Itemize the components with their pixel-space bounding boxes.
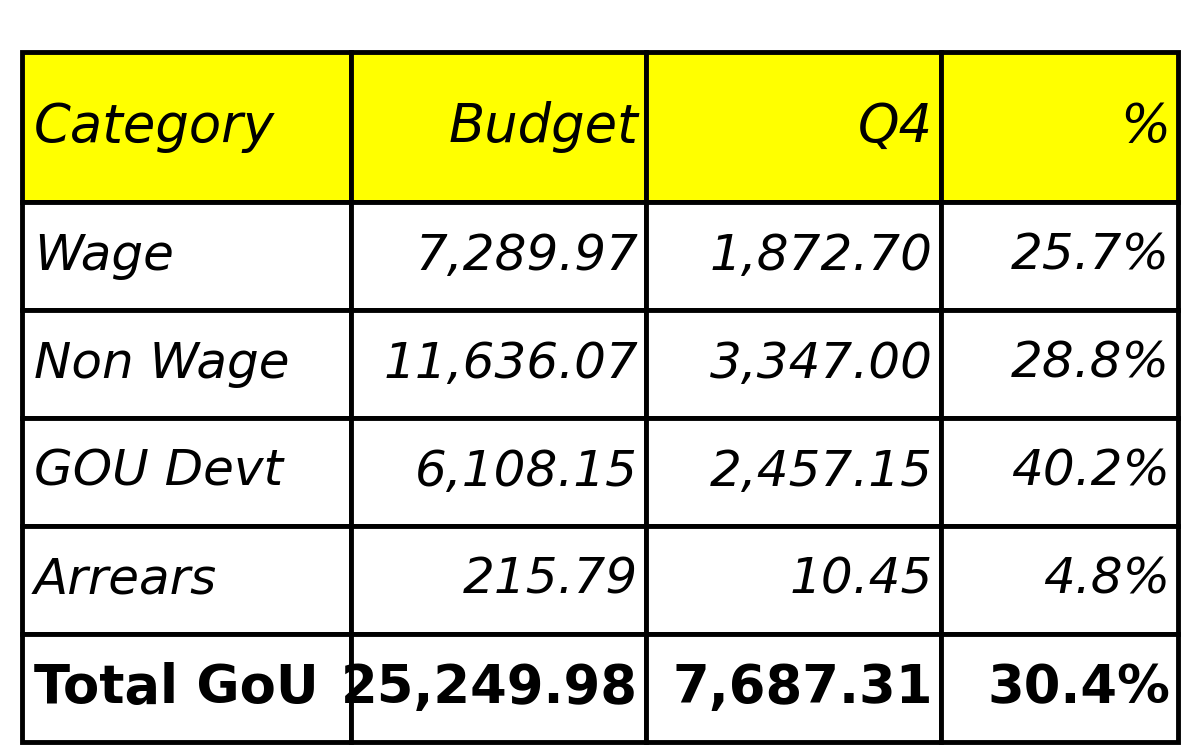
Text: 3,347.00: 3,347.00 [710, 340, 934, 388]
Bar [941, 418, 1178, 526]
Text: 28.8%: 28.8% [1010, 340, 1170, 388]
Bar [647, 310, 941, 418]
Text: Total GoU: Total GoU [34, 662, 319, 714]
Bar [352, 526, 647, 634]
Text: Q4: Q4 [858, 101, 934, 153]
Bar [941, 526, 1178, 634]
Text: 10.45: 10.45 [790, 556, 934, 604]
Bar [22, 310, 352, 418]
Text: Non Wage: Non Wage [34, 340, 289, 388]
Text: 2,457.15: 2,457.15 [710, 448, 934, 496]
Bar [647, 52, 941, 202]
Bar [647, 418, 941, 526]
Text: 11,636.07: 11,636.07 [383, 340, 638, 388]
Text: Wage: Wage [34, 232, 174, 280]
Bar [22, 52, 352, 202]
Bar [647, 526, 941, 634]
Text: 25.7%: 25.7% [1010, 232, 1170, 280]
Text: 6,108.15: 6,108.15 [415, 448, 638, 496]
Bar [941, 52, 1178, 202]
Text: GOU Devt: GOU Devt [34, 448, 283, 496]
Text: Category: Category [34, 101, 275, 153]
Text: 1,872.70: 1,872.70 [710, 232, 934, 280]
Text: 215.79: 215.79 [463, 556, 638, 604]
Text: 4.8%: 4.8% [1043, 556, 1170, 604]
Bar [22, 202, 352, 310]
Text: 40.2%: 40.2% [1010, 448, 1170, 496]
Bar [352, 52, 647, 202]
Bar [22, 634, 352, 742]
Text: 7,687.31: 7,687.31 [672, 662, 934, 714]
Bar [352, 310, 647, 418]
Bar [352, 418, 647, 526]
Bar [647, 202, 941, 310]
Bar [941, 310, 1178, 418]
Text: Budget: Budget [449, 101, 638, 153]
Bar [22, 418, 352, 526]
Text: 30.4%: 30.4% [988, 662, 1170, 714]
Bar [22, 526, 352, 634]
Text: %: % [1120, 101, 1170, 153]
Bar [941, 202, 1178, 310]
Text: 25,249.98: 25,249.98 [341, 662, 638, 714]
Bar [647, 634, 941, 742]
Text: 7,289.97: 7,289.97 [415, 232, 638, 280]
Bar [941, 634, 1178, 742]
Text: Arrears: Arrears [34, 556, 217, 604]
Bar [352, 202, 647, 310]
Bar [352, 634, 647, 742]
